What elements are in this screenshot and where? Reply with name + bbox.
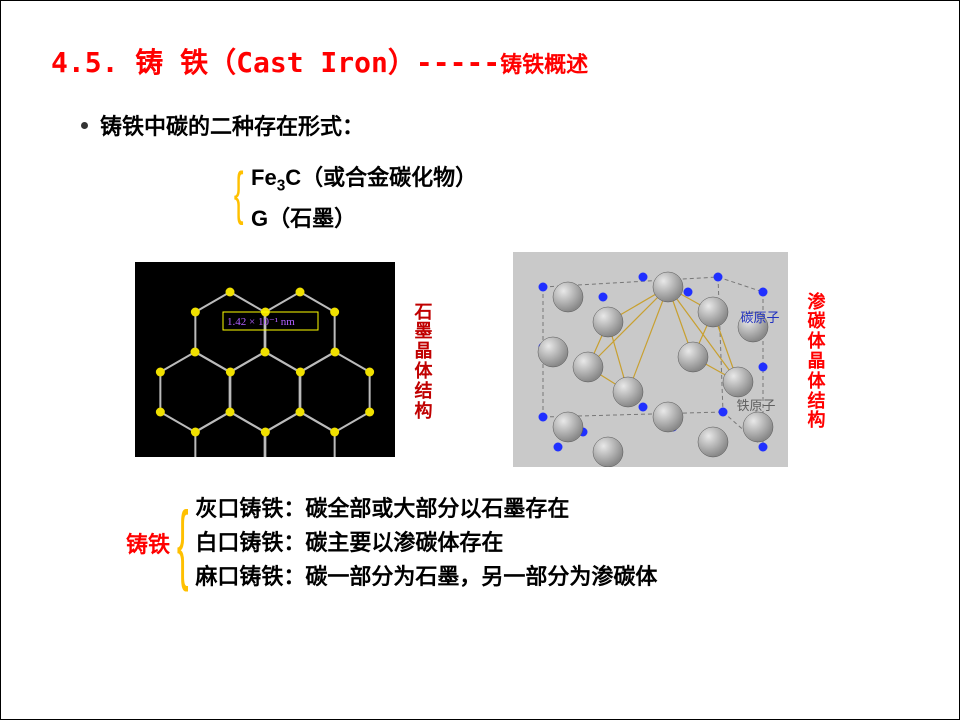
svg-text:1.42 × 10⁻¹ nm: 1.42 × 10⁻¹ nm xyxy=(227,316,295,328)
bullet-row: 铸铁中碳的二种存在形式： xyxy=(81,109,909,141)
form-graphite: G（石墨） xyxy=(251,200,909,237)
graphite-diagram: 1.42 × 10⁻¹ nm xyxy=(135,262,395,462)
cementite-svg xyxy=(513,252,788,467)
title-sub: 铸铁概述 xyxy=(500,52,588,77)
carbon-atom-label: 碳原子 xyxy=(740,307,779,326)
brace-icon: { xyxy=(177,499,189,587)
type-row: 白口铸铁：碳主要以渗碳体存在 xyxy=(195,526,657,560)
graphite-svg: 1.42 × 10⁻¹ nm xyxy=(135,262,395,457)
diagrams-row: 1.42 × 10⁻¹ nm 石墨晶体结构 碳原子 铁原子 渗碳体晶体结构 xyxy=(51,252,909,472)
type-row: 麻口铸铁：碳一部分为石墨，另一部分为渗碳体 xyxy=(195,560,657,594)
types-label: 铸铁 xyxy=(126,527,170,559)
slide-title: 4.5. 铸 铁（Cast Iron）-----铸铁概述 xyxy=(51,41,909,81)
brace-icon: { xyxy=(234,165,244,223)
carbon-forms: { Fe3C（或合金碳化物） G（石墨） xyxy=(251,159,909,237)
iron-atom-label: 铁原子 xyxy=(736,395,775,414)
cementite-diagram: 碳原子 铁原子 xyxy=(513,252,788,472)
form-fe3c: Fe3C（或合金碳化物） xyxy=(251,159,909,200)
bullet-text: 铸铁中碳的二种存在形式： xyxy=(100,109,364,141)
cementite-label: 渗碳体晶体结构 xyxy=(808,293,826,432)
cast-iron-types: 铸铁 { 灰口铸铁：碳全部或大部分以石墨存在白口铸铁：碳主要以渗碳体存在麻口铸铁… xyxy=(126,492,909,594)
type-row: 灰口铸铁：碳全部或大部分以石墨存在 xyxy=(195,492,657,526)
types-list: 灰口铸铁：碳全部或大部分以石墨存在白口铸铁：碳主要以渗碳体存在麻口铸铁：碳一部分… xyxy=(195,492,657,594)
graphite-label: 石墨晶体结构 xyxy=(415,303,433,422)
bullet-dot xyxy=(81,122,88,129)
title-main: 4.5. 铸 铁（Cast Iron）----- xyxy=(51,46,500,79)
